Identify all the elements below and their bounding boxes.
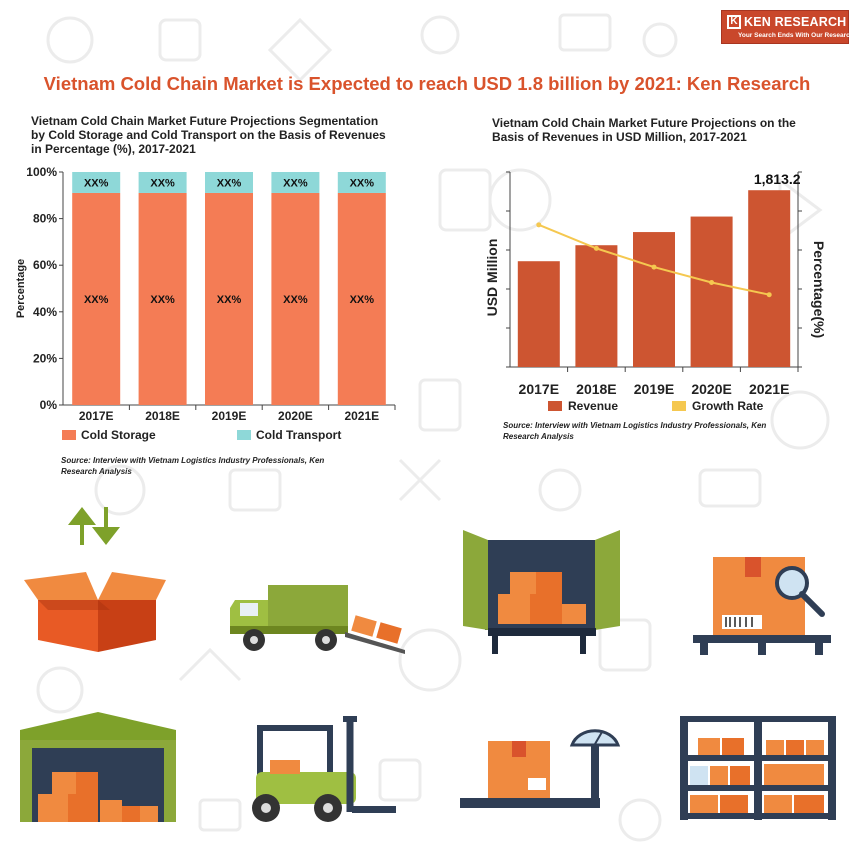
chart2-bar-revenue [690, 216, 733, 367]
chart2-point-growth-rate [593, 245, 599, 251]
legend-cold-transport-swatch [237, 430, 251, 440]
chart1-x-tick-label: 2017E [79, 409, 114, 423]
chart2-point-growth-rate [536, 222, 542, 228]
chart1-source-line: Research Analysis [61, 467, 132, 476]
container-boxes-icon [463, 530, 620, 654]
chart1-data-label-cold-storage: XX% [84, 294, 109, 306]
chart1-bar-cold-storage [337, 192, 386, 405]
forklift-icon [252, 716, 396, 822]
delivery-truck-icon [230, 585, 405, 654]
logo-mark-icon: K [727, 15, 741, 29]
chart1-data-label-cold-transport: XX% [84, 177, 109, 189]
chart1-title: Vietnam Cold Chain Market Future Project… [31, 114, 411, 156]
chart2-point-growth-rate [766, 292, 772, 298]
chart1-data-label-cold-transport: XX% [150, 177, 175, 189]
chart2-bar-revenue [748, 190, 791, 367]
chart1-y-axis-title: Percentage [15, 259, 27, 318]
chart2-x-tick-label: 2019E [634, 381, 674, 397]
chart1-bar-cold-storage [138, 192, 187, 405]
logo-name: KEN RESEARCH [744, 15, 847, 29]
chart2-x-tick-label: 2017E [519, 381, 559, 397]
chart1-y-tick-label: 60% [33, 258, 57, 272]
legend-revenue-swatch [548, 401, 562, 411]
legend-cold-transport-label: Cold Transport [256, 428, 341, 442]
open-box-icon [24, 507, 166, 652]
chart1-bar-cold-storage [271, 192, 320, 405]
chart2-data-label-revenue: 1,813.2 [754, 171, 801, 187]
chart1-data-label-cold-storage: XX% [150, 294, 175, 306]
chart1-y-tick-label: 0% [40, 398, 58, 412]
chart1-bar-cold-transport [271, 172, 320, 193]
chart1-x-tick-label: 2021E [344, 409, 379, 423]
chart2-x-tick-label: 2020E [691, 381, 731, 397]
chart1-data-label-cold-storage: XX% [283, 294, 308, 306]
legend-growth-label: Growth Rate [692, 399, 764, 413]
chart2-point-growth-rate [651, 264, 657, 270]
chart1-y-tick-label: 20% [33, 351, 57, 365]
chart1-bar-cold-storage [72, 192, 121, 405]
chart1-data-label-cold-transport: XX% [283, 177, 308, 189]
chart1-y-tick-label: 80% [33, 212, 57, 226]
chart1-bar-cold-transport [337, 172, 386, 193]
legend-revenue-label: Revenue [568, 399, 618, 413]
chart1-title-line: by Cold Storage and Cold Transport on th… [31, 128, 386, 142]
storage-shelf-icon [680, 716, 836, 820]
chart2-point-growth-rate [709, 280, 715, 285]
chart1-x-tick-label: 2019E [212, 409, 247, 423]
chart1-source-line: Source: Interview with Vietnam Logistics… [61, 456, 325, 465]
chart1-title-line: in Percentage (%), 2017-2021 [31, 142, 196, 156]
chart1-data-label-cold-transport: XX% [350, 177, 375, 189]
legend-growth-swatch [672, 401, 686, 411]
chart2-x-tick-label: 2021E [749, 381, 789, 397]
logo-tagline: Your Search Ends With Our Research [738, 32, 854, 39]
chart2-bar-revenue [517, 261, 560, 367]
chart2-bar-revenue [633, 232, 675, 367]
legend-cold-storage-label: Cold Storage [81, 428, 156, 442]
chart1-x-tick-label: 2020E [278, 409, 313, 423]
weighing-scale-icon [460, 729, 621, 808]
chart1-data-label-cold-transport: XX% [217, 177, 242, 189]
chart1-bar-cold-storage [205, 192, 253, 405]
chart1-bar-cold-transport [138, 172, 187, 193]
chart1-x-tick-label: 2018E [145, 409, 180, 423]
chart1-bar-cold-transport [72, 172, 121, 193]
chart2-x-tick-label: 2018E [576, 381, 616, 397]
chart2-bar-revenue [575, 245, 618, 367]
chart2-y-axis-title: USD Million [484, 239, 500, 317]
warehouse-icon [20, 712, 176, 822]
legend-cold-storage-swatch [62, 430, 76, 440]
chart2-title: Vietnam Cold Chain Market Future Project… [492, 116, 842, 144]
chart2-y2-axis-title: Percentage(%) [811, 241, 827, 338]
chart1-title-line: Vietnam Cold Chain Market Future Project… [31, 114, 379, 128]
chart2-revenue-growth: USD Million Percentage(%) 2017E 2018E 2019E 2… [484, 171, 827, 397]
chart2-source: Source: Interview with Vietnam Logistics… [503, 420, 823, 442]
chart1-stacked-bar: 0% 20% 40% 60% 80% 100% Percentage XX% XX% 2017E X… [15, 165, 396, 423]
chart1-data-label-cold-storage: XX% [217, 294, 242, 306]
chart2-title-line: Vietnam Cold Chain Market Future Project… [492, 116, 796, 130]
inspection-box-icon [693, 557, 831, 655]
chart1-y-tick-label: 100% [26, 165, 57, 179]
chart2-source-line: Research Analysis [503, 432, 574, 441]
chart1-y-tick-label: 40% [33, 305, 57, 319]
chart2-source-line: Source: Interview with Vietnam Logistics… [503, 421, 767, 430]
ken-research-logo: K KEN RESEARCH Your Search Ends With Our… [721, 10, 854, 44]
chart1-bar-cold-transport [205, 172, 253, 193]
chart1-source: Source: Interview with Vietnam Logistics… [61, 455, 391, 477]
chart1-data-label-cold-storage: XX% [350, 294, 375, 306]
chart2-title-line: Basis of Revenues in USD Million, 2017-2… [492, 130, 747, 144]
page-headline: Vietnam Cold Chain Market is Expected to… [43, 73, 811, 94]
